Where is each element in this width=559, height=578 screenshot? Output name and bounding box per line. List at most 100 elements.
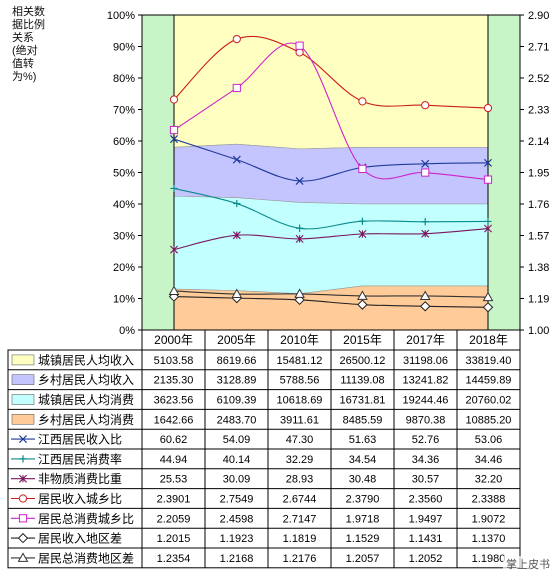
- ratio-series-point-4-3: [294, 288, 305, 298]
- legend-label: 城镇居民人均消费: [38, 393, 134, 407]
- ratio-series-point-3-4: [357, 299, 368, 310]
- table-cell: 1.2176: [283, 553, 317, 565]
- table-cell: 1.9718: [346, 513, 380, 525]
- legend-marker: [18, 435, 28, 444]
- table-cell: 5788.56: [280, 375, 320, 387]
- left-tick-label: 80%: [113, 73, 135, 85]
- table-cell: 3128.89: [217, 375, 257, 387]
- right-tick-label: 2.71: [528, 42, 549, 54]
- right-tick-label: 2.90: [528, 10, 549, 22]
- table-cell: 1.1980: [472, 553, 506, 565]
- ratio-series-point-1-5: [421, 101, 430, 110]
- table-cell: 44.94: [160, 454, 188, 466]
- table-cell: 2.3790: [346, 494, 380, 506]
- table-cell: 51.63: [349, 434, 377, 446]
- table-cell: 28.93: [286, 474, 314, 486]
- table-cell: 13241.82: [403, 375, 449, 387]
- ratio-series-point-2-6: [483, 175, 493, 184]
- pct-series-point-1-2: [232, 155, 241, 164]
- pct-series-point-3-5: [421, 229, 430, 238]
- left-tick-label: 90%: [113, 42, 135, 54]
- table-cell: 20760.02: [466, 395, 512, 407]
- right-tick-label: 1.00: [528, 325, 549, 337]
- ratio-series-point-1-1: [169, 95, 179, 104]
- table-cell: 1.2168: [220, 553, 254, 565]
- category-label: 2005年: [217, 333, 256, 347]
- table-cell: 2.3560: [409, 494, 443, 506]
- legend-swatch: [11, 394, 35, 405]
- table-cell: 8485.59: [343, 414, 383, 426]
- left-tick-label: 100%: [107, 10, 135, 22]
- right-tick-label: 2.33: [528, 105, 549, 117]
- y-axis-title: 相关数据比例关系(绝对值转为%): [12, 6, 45, 83]
- table-cell: 31198.06: [403, 355, 448, 367]
- pct-series-point-2-4: [358, 217, 366, 225]
- right-tick-label: 1.38: [528, 262, 549, 274]
- legend-label: 非物质消费比重: [38, 472, 122, 486]
- left-tick-label: 50%: [113, 168, 135, 180]
- ratio-series-point-2-2: [232, 83, 241, 93]
- legend-label: 江西居民收入比: [38, 433, 122, 447]
- legend-label: 居民总消费地区差: [38, 551, 134, 565]
- legend-label: 居民收入城乡比: [38, 492, 122, 506]
- ratio-series-point-4-6: [482, 291, 494, 302]
- right-tick-label: 1.57: [528, 231, 549, 243]
- left-tick-label: 60%: [113, 136, 135, 148]
- table-cell: 53.06: [475, 434, 503, 446]
- legend-label: 江西居民消费率: [38, 451, 122, 466]
- right-tick-label: 1.19: [528, 294, 549, 306]
- table-cell: 3623.56: [154, 395, 194, 407]
- table-cell: 30.57: [412, 474, 440, 486]
- table-cell: 30.48: [349, 474, 377, 486]
- pct-series-point-1-5: [421, 159, 430, 168]
- table-cell: 1642.66: [154, 414, 194, 426]
- pct-series-point-2-6: [484, 217, 492, 226]
- table-cell: 34.54: [349, 454, 377, 466]
- category-label: 2015年: [343, 333, 382, 347]
- table-cell: 15481.12: [277, 355, 323, 367]
- legend-swatch: [11, 374, 35, 386]
- table-cell: 32.29: [286, 454, 314, 466]
- table-cell: 1.9072: [472, 513, 506, 525]
- area-4: [173, 285, 489, 331]
- ratio-series-point-3-1: [168, 291, 180, 302]
- ratio-series-point-2-3: [295, 41, 304, 50]
- ratio-series-point-4-2: [231, 288, 243, 299]
- table-cell: 47.30: [286, 434, 314, 446]
- category-label: 2018年: [469, 333, 508, 347]
- ratio-series-point-1-4: [358, 97, 367, 106]
- ratio-series-point-4-4: [357, 290, 368, 300]
- pct-series-point-3-4: [358, 229, 367, 238]
- table-cell: 34.46: [475, 454, 503, 466]
- pct-series-point-2-2: [233, 199, 241, 208]
- left-tick-label: 0%: [119, 325, 135, 337]
- legend-marker: [19, 474, 27, 483]
- ratio-series-point-2-5: [421, 168, 430, 177]
- pct-series-point-3-2: [232, 231, 241, 240]
- table-cell: 26500.12: [340, 355, 386, 367]
- category-label: 2000年: [154, 333, 193, 347]
- right-side-band: [488, 15, 520, 330]
- legend-marker: [17, 532, 29, 544]
- pct-series-point-3-3: [295, 234, 304, 243]
- table-cell: 1.1370: [472, 533, 506, 545]
- ratio-series-point-1-2: [232, 34, 241, 44]
- left-tick-label: 70%: [113, 105, 135, 117]
- table-cell: 10618.69: [277, 395, 323, 407]
- table-cell: 2.7147: [283, 513, 317, 525]
- ratio-series-point-1-3: [295, 48, 304, 57]
- left-side-band: [142, 15, 174, 330]
- table-cell: 11139.08: [340, 375, 384, 387]
- pct-series-point-1-1: [169, 135, 179, 144]
- table-cell: 14459.89: [466, 375, 512, 387]
- category-label: 2010年: [280, 333, 319, 347]
- legend-label: 城镇居民人均收入: [38, 353, 134, 367]
- category-label: 2017年: [406, 333, 445, 347]
- table-cell: 16731.81: [340, 395, 386, 407]
- right-tick-label: 2.14: [528, 136, 549, 148]
- ratio-series-point-3-6: [482, 302, 494, 313]
- pct-series-line-3: [173, 228, 489, 251]
- table-cell: 2.3901: [157, 494, 191, 506]
- table-cell: 2.7549: [220, 494, 254, 506]
- legend-label: 乡村居民人均收入: [38, 373, 134, 387]
